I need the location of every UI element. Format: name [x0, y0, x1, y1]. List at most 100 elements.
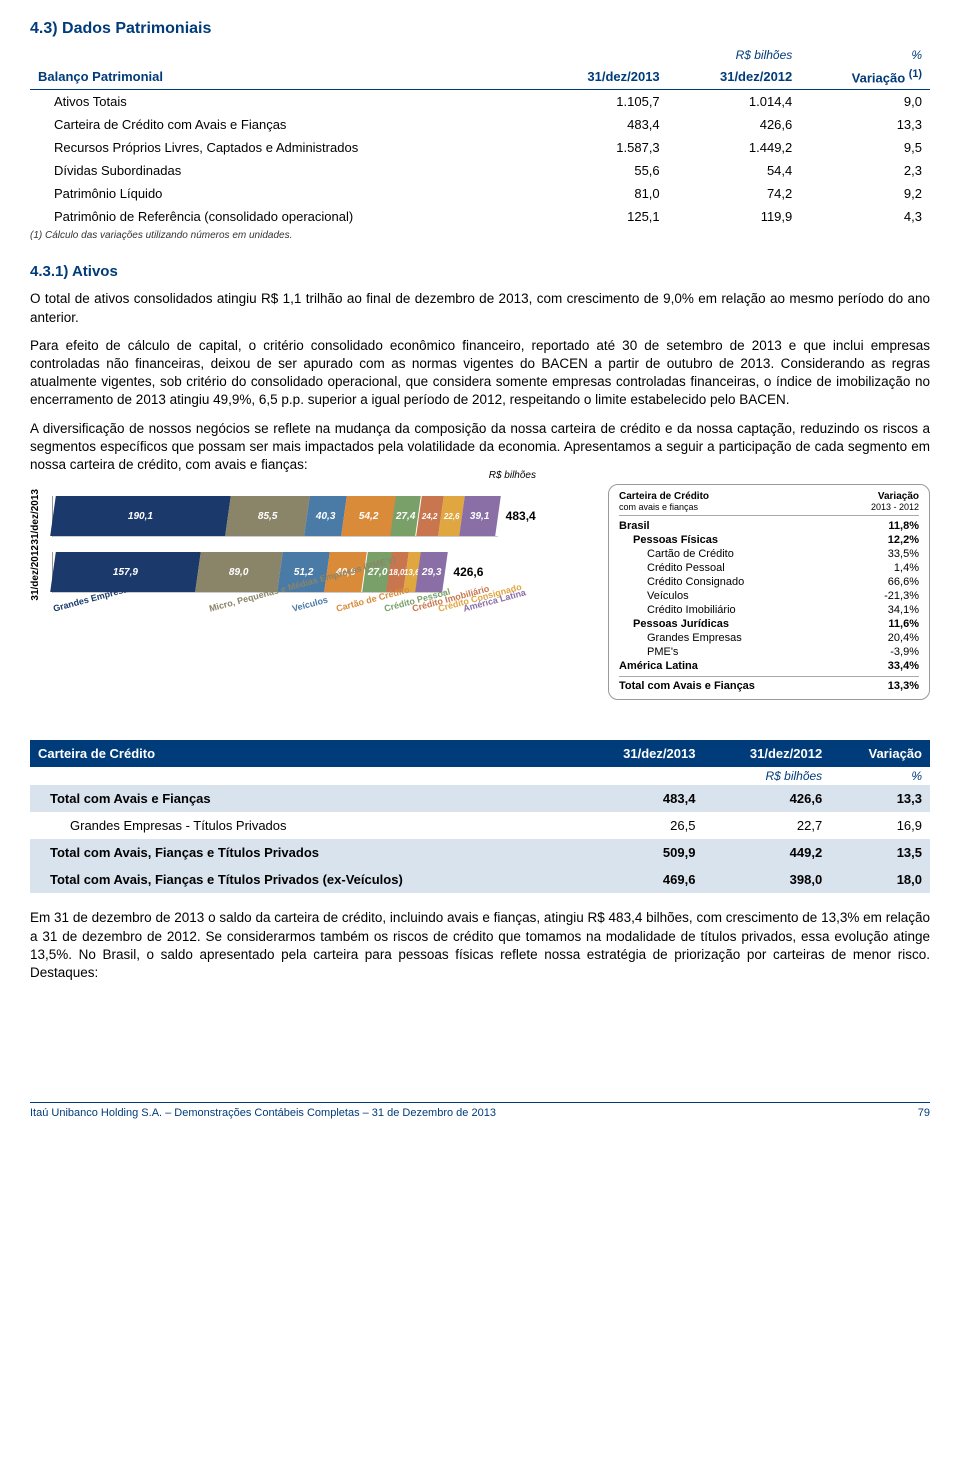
tbl2-cell: 426,6 — [703, 785, 830, 812]
side-row-value: 11,6% — [888, 618, 919, 630]
tbl2-cell: Total com Avais, Fianças e Títulos Priva… — [30, 866, 577, 893]
variation-side-table: Carteira de Crédito com avais e fianças … — [608, 484, 930, 700]
tbl2-header: Variação — [830, 740, 930, 767]
side-row-label: Cartão de Crédito — [647, 548, 734, 560]
tbl1-cell: 426,6 — [668, 113, 801, 136]
side-row-value: 33,4% — [888, 660, 919, 672]
bar-year-label: 31/dez/2013 — [30, 489, 46, 545]
tbl2-header: 31/dez/2012 — [703, 740, 830, 767]
tbl1-header: Variação (1) — [800, 64, 930, 90]
side-row: Crédito Imobiliário34,1% — [619, 603, 919, 617]
ativos-title: 4.3.1) Ativos — [30, 263, 930, 280]
table1-footnote: (1) Cálculo das variações utilizando núm… — [30, 230, 930, 241]
bar-total: 483,4 — [506, 509, 536, 523]
bar-segment: 39,1 — [459, 496, 501, 536]
tbl2-unit-left: R$ bilhões — [703, 767, 830, 785]
side-row: PME's-3,9% — [619, 645, 919, 659]
stacked-bar-chart: R$ bilhões 31/dez/2013190,185,540,354,22… — [30, 484, 596, 614]
side-row: Crédito Pessoal 1,4% — [619, 561, 919, 575]
side-row: Crédito Consignado 66,6% — [619, 575, 919, 589]
para-2: Para efeito de cálculo de capital, o cri… — [30, 337, 930, 410]
tbl1-cell: Patrimônio Líquido — [30, 182, 535, 205]
side-row: Pessoas Jurídicas 11,6% — [619, 617, 919, 631]
side-row-label: Pessoas Físicas — [633, 534, 718, 546]
tbl1-cell: 1.014,4 — [668, 90, 801, 114]
tbl2-cell: 26,5 — [577, 812, 704, 839]
tbl1-cell: 1.587,3 — [535, 136, 668, 159]
side-row-label: Grandes Empresas — [647, 632, 742, 644]
side-total-label: Total com Avais e Fianças — [619, 680, 755, 692]
side-row-value: 12,2% — [888, 534, 919, 546]
bar-total: 426,6 — [453, 565, 483, 579]
tbl2-cell: 509,9 — [577, 839, 704, 866]
side-row-value: -21,3% — [884, 590, 919, 602]
side-row-label: Crédito Consignado — [647, 576, 744, 588]
side-hdr-right: Variação — [871, 491, 919, 502]
bar-segment: 85,5 — [225, 496, 309, 536]
side-row-label: Brasil — [619, 520, 650, 532]
page-footer: Itaú Unibanco Holding S.A. – Demonstraçõ… — [30, 1102, 930, 1119]
tbl2-cell: 13,3 — [830, 785, 930, 812]
tbl1-header: Balanço Patrimonial — [30, 64, 535, 90]
tbl1-cell: 483,4 — [535, 113, 668, 136]
section-title: 4.3) Dados Patrimoniais — [30, 20, 930, 38]
tbl1-cell: 74,2 — [668, 182, 801, 205]
side-row-label: Veículos — [647, 590, 689, 602]
tbl1-cell: 4,3 — [800, 205, 930, 228]
tbl1-header: 31/dez/2013 — [535, 64, 668, 90]
side-row-label: Pessoas Jurídicas — [633, 618, 729, 630]
tbl1-cell: 9,5 — [800, 136, 930, 159]
tbl2-cell: Total com Avais e Fianças — [30, 785, 577, 812]
tbl1-row: Ativos Totais1.105,71.014,49,0 — [30, 90, 930, 114]
tbl2-cell: Grandes Empresas - Títulos Privados — [30, 812, 577, 839]
side-row-value: 11,8% — [888, 520, 919, 532]
side-row: Veículos -21,3% — [619, 589, 919, 603]
tbl2-cell: 13,5 — [830, 839, 930, 866]
footer-left: Itaú Unibanco Holding S.A. – Demonstraçõ… — [30, 1107, 496, 1119]
tbl2-header: 31/dez/2013 — [577, 740, 704, 767]
bar-segment: 29,3 — [416, 552, 449, 592]
tbl1-row: Patrimônio de Referência (consolidado op… — [30, 205, 930, 228]
para-4: Em 31 de dezembro de 2013 o saldo da car… — [30, 909, 930, 982]
side-row: Brasil 11,8% — [619, 519, 919, 533]
tbl2-header: Carteira de Crédito — [30, 740, 577, 767]
tbl2-cell: 22,7 — [703, 812, 830, 839]
tbl1-cell: 13,3 — [800, 113, 930, 136]
tbl1-cell: 9,2 — [800, 182, 930, 205]
tbl2-cell: 483,4 — [577, 785, 704, 812]
side-row-value: 66,6% — [888, 576, 919, 588]
tbl2-cell: 398,0 — [703, 866, 830, 893]
tbl2-row: Total com Avais, Fianças e Títulos Priva… — [30, 866, 930, 893]
side-row: Pessoas Físicas 12,2% — [619, 533, 919, 547]
tbl2-unit-right: % — [830, 767, 930, 785]
tbl1-cell: 119,9 — [668, 205, 801, 228]
side-row-label: Crédito Pessoal — [647, 562, 725, 574]
tbl1-row: Recursos Próprios Livres, Captados e Adm… — [30, 136, 930, 159]
side-row-label: América Latina — [619, 660, 698, 672]
balance-table: R$ bilhões % Balanço Patrimonial31/dez/2… — [30, 46, 930, 228]
side-row-value: 1,4% — [894, 562, 919, 574]
tbl1-cell: 55,6 — [535, 159, 668, 182]
tbl2-cell: 449,2 — [703, 839, 830, 866]
side-row-value: 34,1% — [888, 604, 919, 616]
side-row-value: 20,4% — [888, 632, 919, 644]
tbl2-row: Total com Avais e Fianças483,4426,613,3 — [30, 785, 930, 812]
side-row-label: PME's — [647, 646, 678, 658]
tbl1-header: 31/dez/2012 — [668, 64, 801, 90]
tbl1-cell: 1.105,7 — [535, 90, 668, 114]
tbl1-row: Carteira de Crédito com Avais e Fianças4… — [30, 113, 930, 136]
credit-portfolio-table: R$ bilhões % Carteira de Crédito31/dez/2… — [30, 740, 930, 893]
chart-unit: R$ bilhões — [489, 470, 536, 481]
tbl2-cell: 469,6 — [577, 866, 704, 893]
tbl1-cell: Recursos Próprios Livres, Captados e Adm… — [30, 136, 535, 159]
side-total-val: 13,3% — [888, 680, 919, 692]
tbl2-row: Grandes Empresas - Títulos Privados26,52… — [30, 812, 930, 839]
side-row: América Latina 33,4% — [619, 659, 919, 673]
bar-year-label: 31/dez/2012 — [30, 545, 46, 601]
tbl1-cell: 1.449,2 — [668, 136, 801, 159]
tbl1-cell: Patrimônio de Referência (consolidado op… — [30, 205, 535, 228]
tbl2-cell: Total com Avais, Fianças e Títulos Priva… — [30, 839, 577, 866]
tbl1-cell: 125,1 — [535, 205, 668, 228]
unit-right: % — [800, 46, 930, 64]
tbl1-cell: 81,0 — [535, 182, 668, 205]
